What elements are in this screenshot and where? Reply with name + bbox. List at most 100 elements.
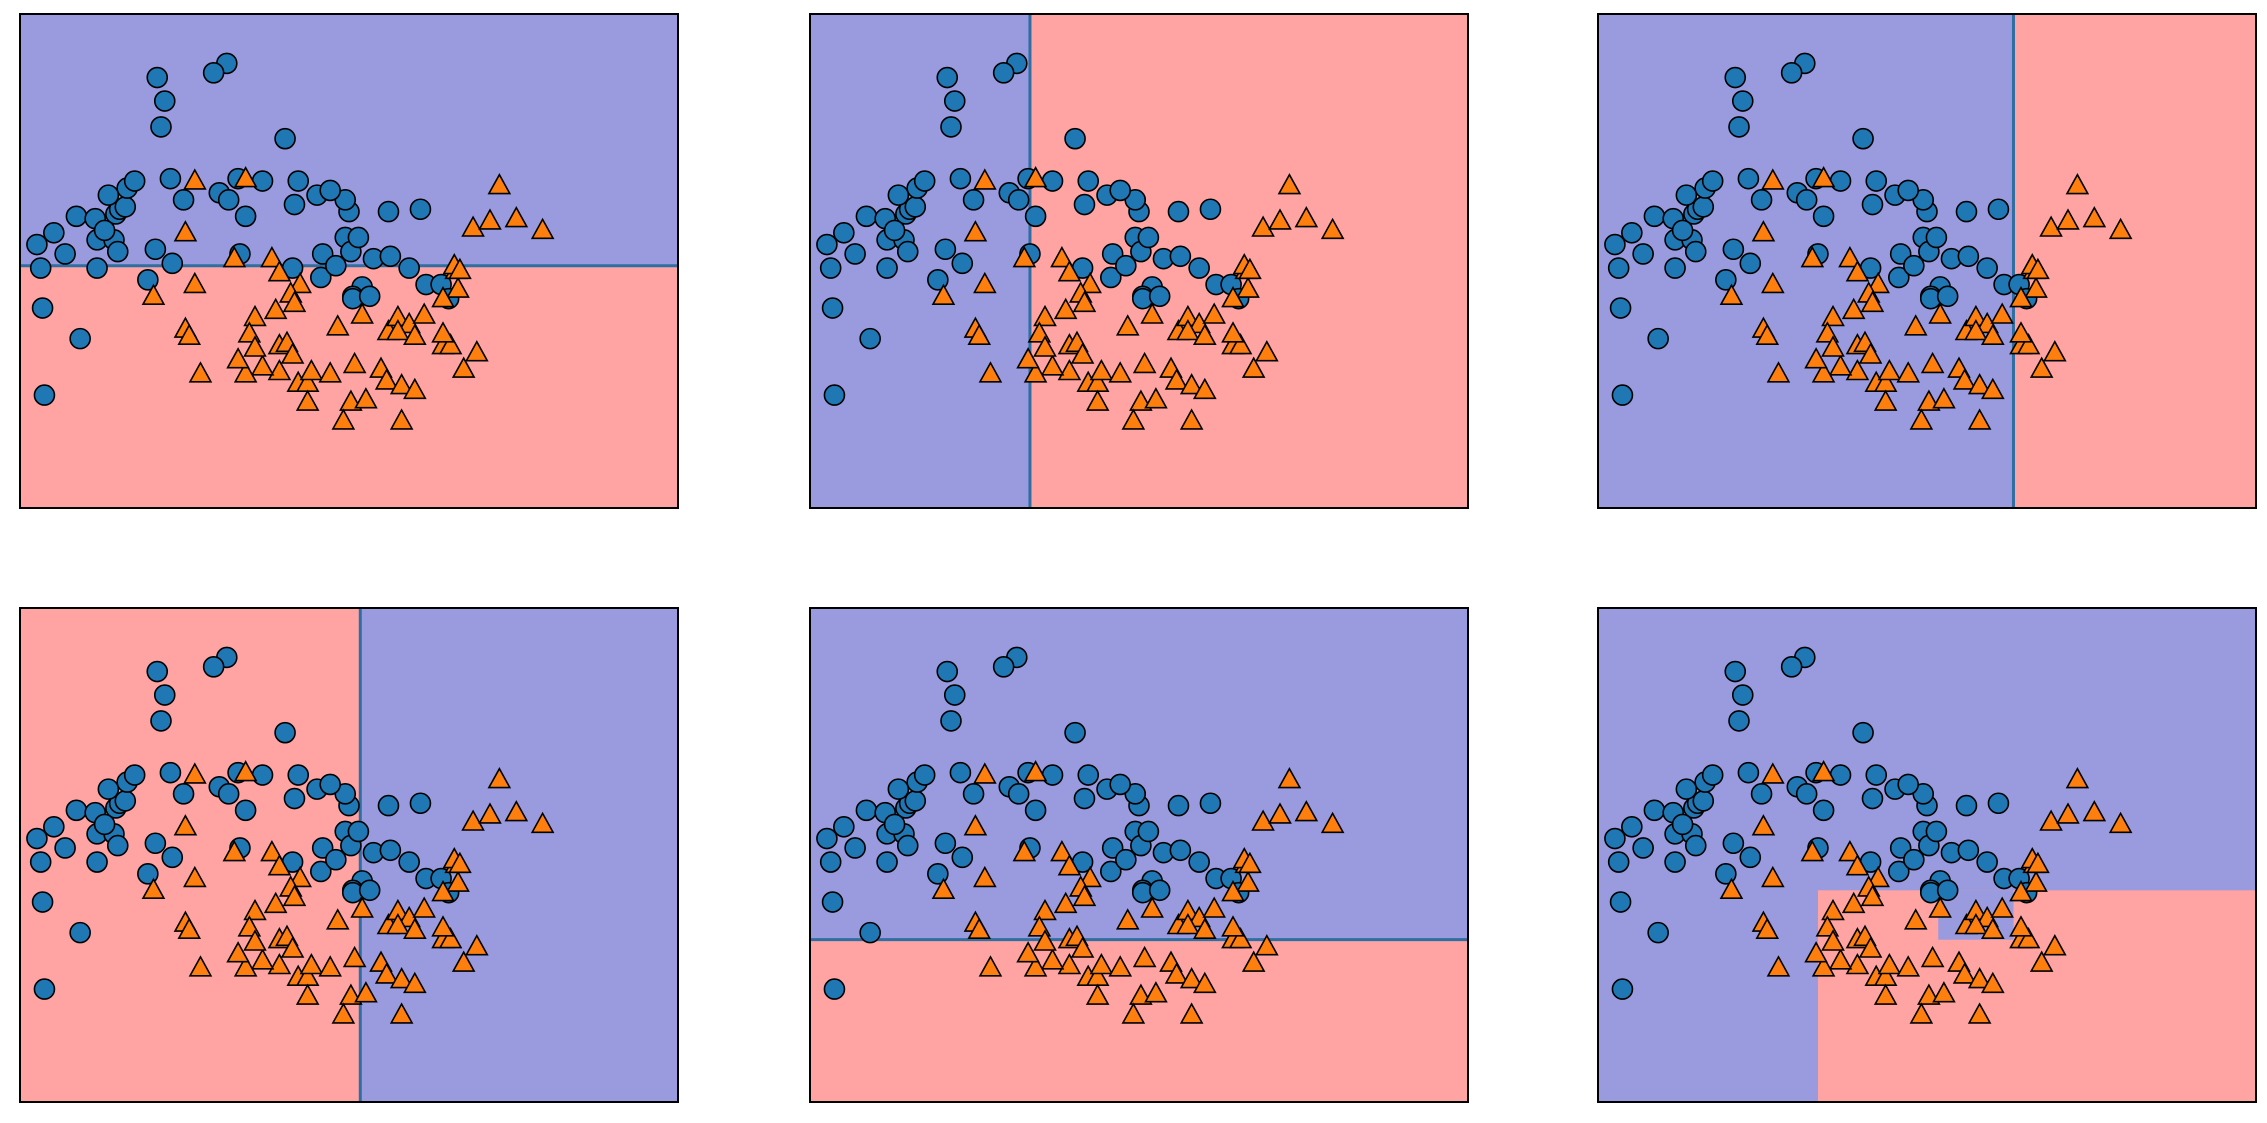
point-class1 [2016, 927, 2041, 949]
point-class1 [1761, 762, 1785, 784]
point-class1 [1980, 377, 2005, 400]
point-class0 [1007, 783, 1030, 805]
point-class1 [374, 368, 399, 390]
point-class0 [1888, 860, 1910, 883]
panel-plot-area [1598, 14, 2256, 508]
point-class0 [65, 799, 88, 822]
point-class1 [188, 361, 213, 383]
point-class1 [1952, 368, 1977, 390]
point-class1 [1967, 967, 1992, 989]
point-class1 [1012, 245, 1037, 268]
point-class0 [883, 219, 906, 242]
point-class1 [1016, 347, 1040, 369]
point-class0 [1100, 860, 1122, 883]
point-class1 [1920, 945, 1945, 968]
point-class1 [448, 257, 472, 280]
point-class1 [222, 839, 247, 862]
point-class1 [260, 245, 284, 268]
point-class0 [1188, 851, 1210, 873]
point-class0 [844, 837, 866, 859]
panel-2 [809, 13, 1469, 509]
point-class1 [1108, 361, 1133, 383]
point-class1 [931, 283, 956, 306]
point-class1 [461, 809, 485, 831]
point-class0 [1167, 200, 1190, 223]
point-class0 [855, 799, 878, 822]
point-class0 [325, 848, 347, 871]
point-class0 [1064, 721, 1086, 744]
point-class1 [1251, 215, 1275, 237]
point-class0 [823, 978, 846, 1000]
point-class1 [243, 304, 267, 327]
point-class0 [234, 205, 257, 228]
point-class1 [1896, 955, 1921, 977]
point-class0 [1621, 815, 1643, 838]
point-class1 [1761, 168, 1785, 190]
point-class1 [1821, 304, 1845, 327]
point-class1 [1251, 809, 1275, 831]
point-class1 [431, 879, 455, 902]
point-class0 [202, 62, 225, 84]
decision-region-class1 [2013, 14, 2256, 508]
decision-region-class0 [20, 14, 678, 266]
point-class1 [1221, 915, 1245, 937]
point-class0 [172, 783, 195, 805]
point-class0 [819, 257, 842, 279]
point-class0 [114, 790, 137, 812]
point-class0 [1888, 266, 1910, 289]
point-class0 [153, 684, 176, 706]
point-class1 [342, 351, 367, 374]
point-class1 [963, 814, 988, 836]
point-class1 [1115, 908, 1140, 930]
point-class1 [1811, 760, 1836, 782]
point-class1 [2065, 767, 2090, 789]
point-class0 [377, 200, 400, 223]
point-class0 [33, 978, 56, 1000]
point-class0 [1925, 820, 1948, 843]
point-class1 [325, 908, 350, 930]
point-class1 [431, 285, 455, 308]
point-class0 [936, 660, 959, 683]
point-class1 [267, 854, 292, 876]
point-class1 [403, 917, 427, 940]
point-class1 [1057, 358, 1082, 381]
point-class1 [1164, 962, 1189, 984]
point-class1 [1050, 245, 1074, 268]
point-class1 [2009, 321, 2033, 343]
point-class1 [973, 762, 997, 784]
point-class0 [54, 837, 76, 859]
point-class1 [1085, 389, 1110, 411]
point-class1 [325, 314, 350, 336]
point-class1 [1033, 304, 1057, 327]
point-class1 [1179, 967, 1204, 989]
point-class1 [263, 297, 288, 320]
point-class0 [150, 116, 172, 138]
panel-frame [1597, 13, 2257, 509]
point-class1 [487, 767, 512, 789]
point-class0 [106, 834, 129, 857]
point-class0 [26, 233, 48, 256]
point-class0 [1829, 764, 1852, 786]
point-class1 [374, 962, 399, 984]
point-class1 [1841, 297, 1866, 320]
point-class0 [97, 184, 120, 206]
point-class1 [1132, 945, 1157, 968]
point-class1 [288, 865, 312, 888]
point-class0 [1137, 226, 1160, 249]
point-class0 [1024, 799, 1047, 822]
point-class1 [1179, 408, 1204, 430]
point-class0 [31, 891, 54, 913]
point-class0 [1780, 62, 1803, 84]
point-class0 [114, 196, 137, 218]
point-class1 [1070, 342, 1095, 364]
point-class1 [2026, 257, 2050, 280]
point-class0 [1643, 205, 1666, 228]
point-class1 [1023, 760, 1048, 782]
point-class0 [833, 815, 855, 838]
point-class1 [173, 814, 198, 836]
point-class0 [144, 832, 167, 855]
point-class1 [267, 260, 292, 282]
point-class0 [819, 851, 842, 873]
point-class0 [1722, 832, 1745, 855]
point-class1 [1932, 387, 1956, 409]
